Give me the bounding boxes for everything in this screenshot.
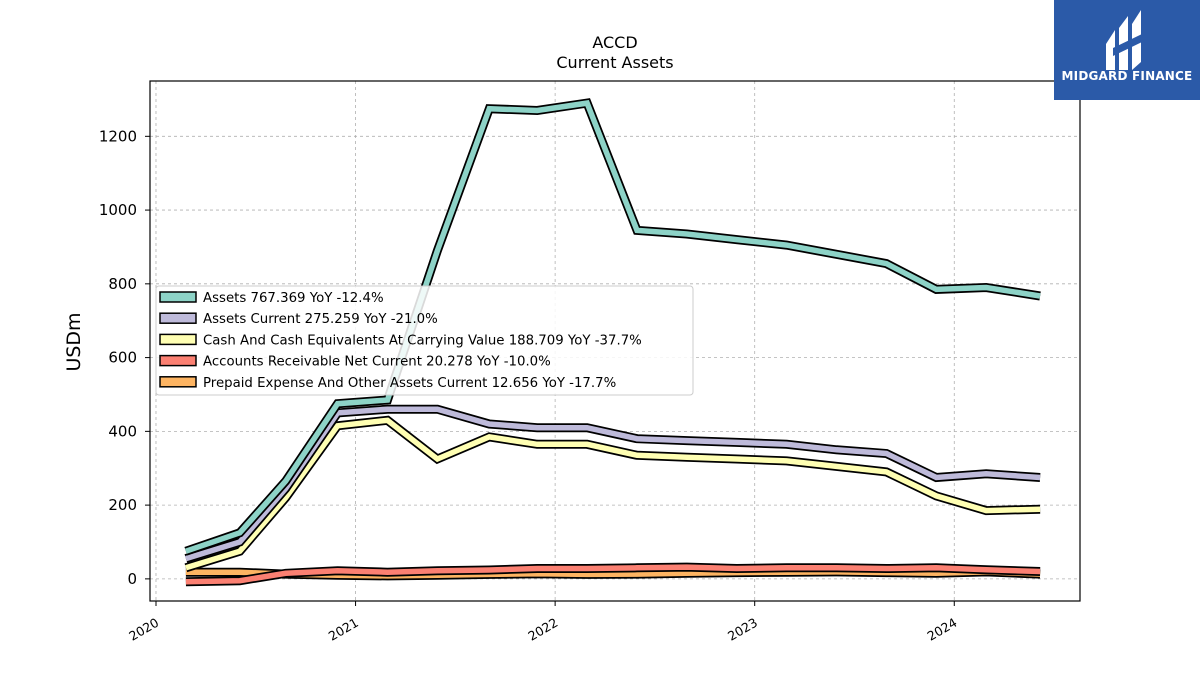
x-tick-label: 2023 [725,615,760,644]
series-line [185,417,1041,571]
legend: Assets 767.369 YoY -12.4% Assets Current … [155,285,694,396]
legend-swatch [159,291,197,303]
x-tick-label: 2024 [925,615,960,644]
series-line [185,100,1041,554]
legend-entry: Accounts Receivable Net Current 20.278 Y… [203,355,551,370]
y-axis-label: USDm [63,312,85,371]
midgard-logo-icon [1106,10,1142,70]
chart-title: ACCD [592,33,637,52]
y-tick-label: 0 [127,570,137,588]
series-line [185,564,1041,585]
y-tick-label: 800 [108,275,137,293]
chart-subtitle: Current Assets [556,53,673,72]
series-line [185,406,1041,562]
legend-swatch [159,376,197,388]
axis-ticks: 0 200 400 600 800 1000 1200 2020 2021 2022 2023 202… [99,127,960,643]
series-assets [184,98,1041,556]
logo-text: MIDGARD FINANCE [1062,69,1193,83]
brand-logo: MIDGARD FINANCE [1054,0,1200,100]
y-tick-label: 1200 [99,127,137,145]
y-tick-label: 200 [108,496,137,514]
series-accounts-receivable-net-current [185,562,1041,587]
plot-frame [149,80,1081,602]
y-tick-label: 400 [108,422,137,440]
x-tick-label: 2021 [326,615,361,644]
legend-swatch [159,333,197,346]
legend-entry: Assets Current 275.259 YoY -21.0% [203,312,438,327]
series-assets-current [184,404,1041,563]
legend-entry: Prepaid Expense And Other Assets Current… [203,376,616,391]
legend-frame [155,285,694,396]
series-layer [184,98,1041,587]
series-cash-and-cash-equivalents-at-carrying-value [184,415,1041,573]
x-tick-label: 2022 [525,615,560,644]
x-tick-label: 2020 [126,615,161,644]
y-tick-label: 600 [108,349,137,367]
y-tick-label: 1000 [99,201,137,219]
legend-entry: Assets 767.369 YoY -12.4% [203,291,384,306]
legend-swatch [159,312,197,324]
legend-entry: Cash And Cash Equivalents At Carrying Va… [203,333,642,348]
legend-swatch [159,354,197,367]
